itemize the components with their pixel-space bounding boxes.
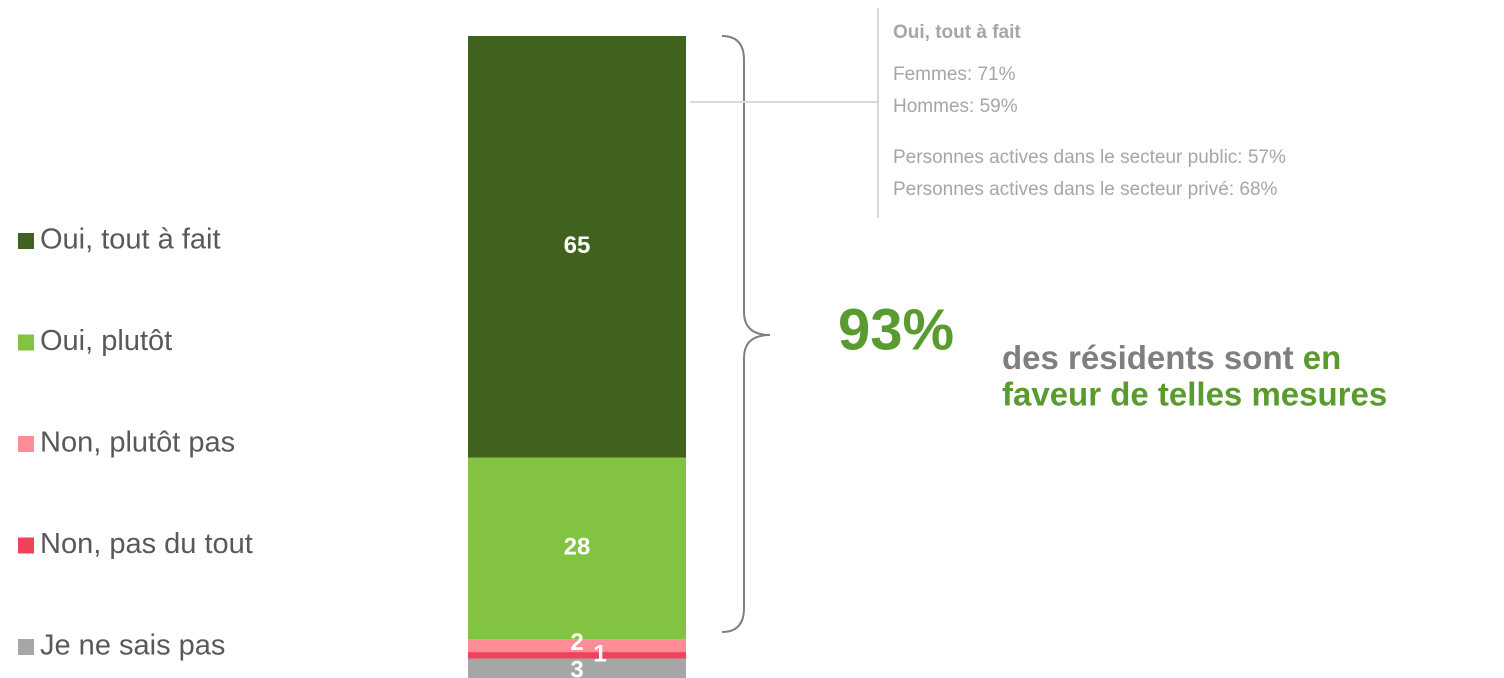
bar-segment <box>468 652 686 659</box>
value-label: 3 <box>570 657 583 678</box>
value-label: 2 <box>570 629 583 656</box>
value-label: 28 <box>564 534 591 561</box>
legend-label: Oui, tout à fait <box>40 224 221 256</box>
breakdown-title: Oui, tout à fait <box>893 22 1021 43</box>
value-label: 1 <box>593 641 606 668</box>
value-label: 65 <box>564 232 591 259</box>
highlight-emphasis: en <box>1303 339 1342 376</box>
legend-label: Non, plutôt pas <box>40 427 235 459</box>
breakdown-line: Hommes: 59% <box>893 96 1018 117</box>
highlight-emphasis: faveur de telles mesures <box>1002 376 1387 413</box>
highlight-value: 93% <box>838 297 954 362</box>
legend-swatch <box>18 537 34 554</box>
brace <box>721 35 771 633</box>
bar-segment <box>468 658 686 678</box>
legend-swatch <box>18 436 34 452</box>
legend-label: Oui, plutôt <box>40 325 172 357</box>
highlight-text: des résidents sont en <box>1002 339 1341 376</box>
breakdown-line: Personnes actives dans le secteur public… <box>893 147 1286 168</box>
breakdown-line: Personnes actives dans le secteur privé:… <box>893 179 1278 200</box>
legend-swatch <box>18 639 34 655</box>
legend-label: Je ne sais pas <box>40 630 225 662</box>
highlight-text: des résidents sont <box>1002 339 1294 376</box>
bar-segment <box>468 457 686 640</box>
legend-swatch <box>18 334 34 351</box>
breakdown-line: Femmes: 71% <box>893 64 1016 85</box>
legend-swatch <box>18 233 34 249</box>
bar-segment <box>468 639 686 653</box>
legend-label: Non, pas du tout <box>40 528 253 560</box>
bar-segment <box>468 36 686 458</box>
